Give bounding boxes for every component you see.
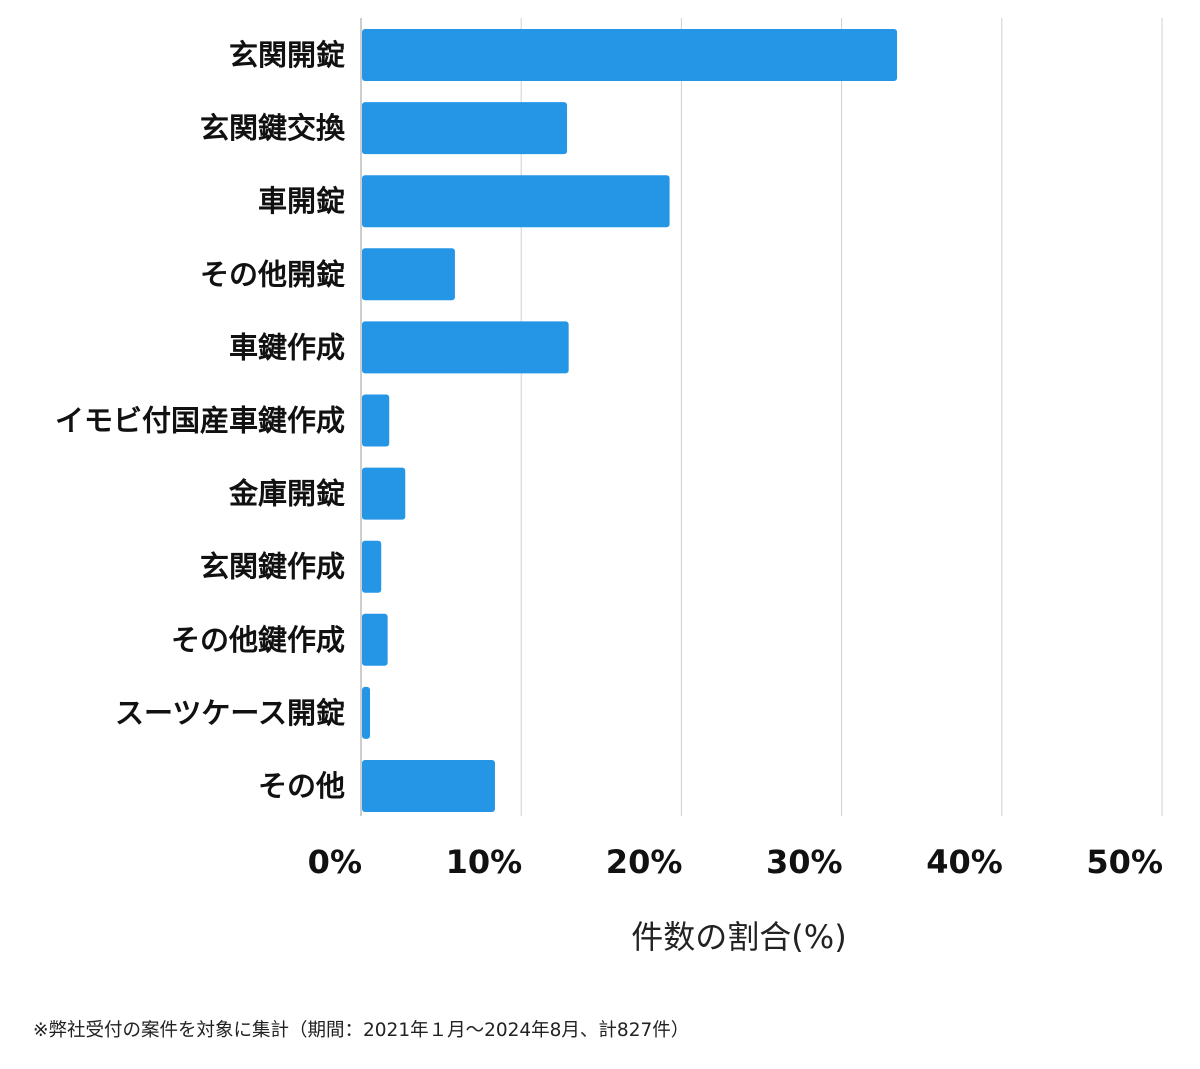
bar [362, 760, 495, 812]
category-label: その他 [258, 769, 345, 803]
category-label: 車鍵作成 [229, 330, 345, 364]
category-label: 玄関鍵交換 [200, 111, 346, 145]
category-label: スーツケース開錠 [115, 696, 345, 730]
category-label: 玄関開錠 [229, 38, 345, 72]
bar [362, 394, 390, 447]
bar [362, 248, 455, 301]
bars [362, 29, 898, 812]
bar [362, 102, 568, 155]
bar [362, 467, 406, 520]
x-tick-labels: 0% 10% 20% 30% 40% 50% [308, 843, 1163, 881]
x-tick-label: 20% [606, 843, 683, 881]
bar [362, 175, 670, 228]
category-label: イモビ付国産車鍵作成 [55, 404, 345, 438]
x-tick-label: 40% [926, 843, 1003, 881]
category-label: 車開錠 [258, 184, 345, 218]
bar [362, 321, 569, 374]
bar [362, 686, 371, 739]
x-tick-label: 0% [308, 843, 362, 881]
x-tick-label: 50% [1086, 843, 1163, 881]
footnote: ※弊社受付の案件を対象に集計（期間：2021年１月～2024年8月、計827件） [33, 1020, 690, 1041]
category-label: 玄関鍵作成 [200, 550, 345, 584]
category-label: 金庫開錠 [228, 477, 345, 511]
x-axis-title: 件数の割合(%) [631, 918, 847, 956]
category-label: その他開錠 [200, 257, 345, 291]
x-tick-label: 10% [446, 843, 523, 881]
x-tick-label: 30% [766, 843, 843, 881]
bar [362, 29, 898, 81]
bar [362, 540, 382, 593]
category-labels: 玄関開錠玄関鍵交換車開錠その他開錠車鍵作成イモビ付国産車鍵作成金庫開錠玄関鍵作成… [55, 38, 346, 803]
category-label: その他鍵作成 [171, 623, 345, 657]
bar [362, 613, 388, 666]
